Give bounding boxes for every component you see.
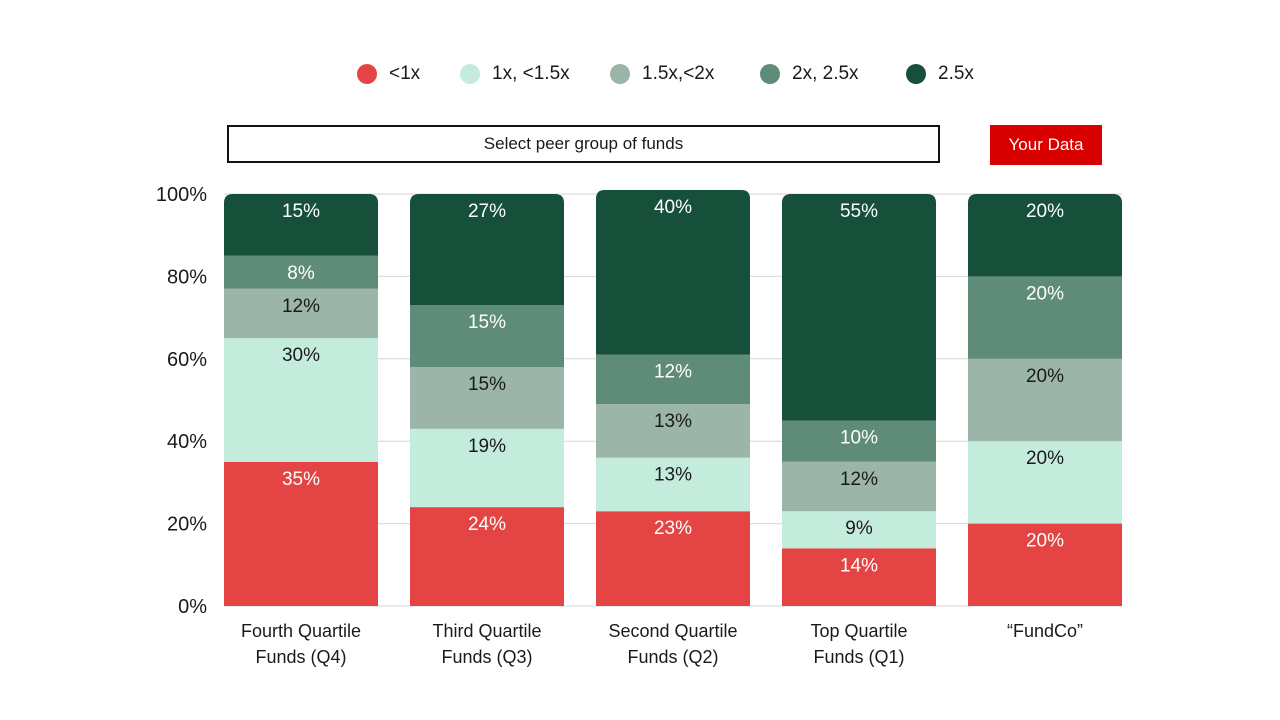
data-label: 19%: [468, 436, 506, 457]
data-label: 13%: [654, 411, 692, 432]
category-label: “FundCo”: [1007, 621, 1083, 641]
your-data-button[interactable]: Your Data: [990, 125, 1102, 165]
data-label: 20%: [1026, 531, 1064, 552]
bar-segment: [782, 548, 936, 606]
data-label: 30%: [282, 345, 320, 366]
bar-segment: [968, 194, 1122, 277]
bar-segment: [782, 194, 936, 421]
bar-segment: [224, 338, 378, 462]
data-label: 40%: [654, 197, 692, 218]
bar-segment: [968, 441, 1122, 524]
category-label: Funds (Q1): [813, 647, 904, 667]
legend-swatch: [760, 64, 780, 84]
data-label: 15%: [282, 201, 320, 222]
legend-item: 1.5x,<2x: [610, 58, 714, 90]
bar-segment: [410, 194, 564, 306]
your-data-label: Your Data: [1008, 135, 1084, 154]
data-label: 15%: [468, 374, 506, 395]
bar-segment: [410, 428, 564, 508]
bar-segment: [410, 367, 564, 429]
data-label: 12%: [654, 362, 692, 383]
data-label: 14%: [840, 555, 878, 576]
bar-stack: [410, 194, 564, 606]
data-label: 13%: [654, 465, 692, 486]
legend-swatch: [357, 64, 377, 84]
y-tick-label: 80%: [167, 266, 207, 288]
legend-item: 2x, 2.5x: [760, 58, 859, 90]
data-label: 23%: [654, 518, 692, 539]
data-label: 55%: [840, 201, 878, 222]
bar-segment: [968, 523, 1122, 606]
bar-segment: [596, 457, 750, 512]
legend-swatch: [460, 64, 480, 84]
bar-segment: [782, 511, 936, 549]
category-label: Funds (Q3): [441, 647, 532, 667]
bar-segment: [224, 461, 378, 606]
category-label: Top Quartile: [810, 621, 907, 641]
category-label: Second Quartile: [608, 621, 737, 641]
legend-item: <1x: [357, 58, 420, 90]
bar-segment: [596, 354, 750, 405]
bar-segment: [968, 358, 1122, 442]
data-label: 20%: [1026, 283, 1064, 304]
category-label: Funds (Q2): [627, 647, 718, 667]
category-label: Third Quartile: [432, 621, 541, 641]
data-label: 20%: [1026, 366, 1064, 387]
legend-label: 1.5x,<2x: [642, 63, 715, 84]
y-tick-label: 40%: [167, 431, 207, 453]
legend-swatch: [906, 64, 926, 84]
data-label: 10%: [840, 428, 878, 449]
bar-stack: [224, 194, 378, 606]
data-label: 15%: [468, 312, 506, 333]
bar-segment: [224, 255, 378, 289]
y-tick-label: 20%: [167, 514, 207, 536]
legend-item: 2.5x: [906, 58, 974, 90]
bar-segment: [596, 189, 750, 355]
bar-segment: [596, 511, 750, 606]
legend-item: 1x, <1.5x: [460, 58, 570, 90]
y-tick-label: 60%: [167, 349, 207, 371]
data-label: 24%: [468, 514, 506, 535]
bar-segment: [410, 305, 564, 368]
data-label: 27%: [468, 201, 506, 222]
bar-segment: [410, 507, 564, 606]
data-label: 8%: [287, 263, 315, 284]
bar-segment: [968, 276, 1122, 359]
bar-stack: [968, 194, 1122, 606]
data-label: 12%: [840, 469, 878, 490]
data-label: 9%: [845, 518, 873, 539]
legend-label: 2.5x: [938, 63, 974, 84]
bar-segment: [596, 404, 750, 458]
bar-stack: [596, 189, 750, 606]
data-label: 20%: [1026, 201, 1064, 222]
data-label: 35%: [282, 469, 320, 490]
bar-stack: [782, 194, 936, 606]
y-tick-label: 100%: [156, 184, 207, 206]
category-label: Funds (Q4): [255, 647, 346, 667]
bar-segment: [224, 194, 378, 256]
peer-group-selector[interactable]: Select peer group of funds: [227, 125, 940, 163]
chart-legend: <1x 1x, <1.5x 1.5x,<2x 2x, 2.5x 2.5x: [0, 58, 1280, 90]
legend-swatch: [610, 64, 630, 84]
bar-segment: [224, 288, 378, 339]
legend-label: <1x: [389, 63, 421, 84]
data-label: 12%: [282, 296, 320, 317]
category-label: Fourth Quartile: [241, 621, 361, 641]
legend-label: 1x, <1.5x: [492, 63, 570, 84]
legend-label: 2x, 2.5x: [792, 63, 859, 84]
bar-segment: [782, 420, 936, 462]
y-tick-label: 0%: [178, 596, 207, 618]
data-label: 20%: [1026, 448, 1064, 469]
peer-group-label: Select peer group of funds: [483, 134, 684, 153]
bar-segment: [782, 461, 936, 512]
